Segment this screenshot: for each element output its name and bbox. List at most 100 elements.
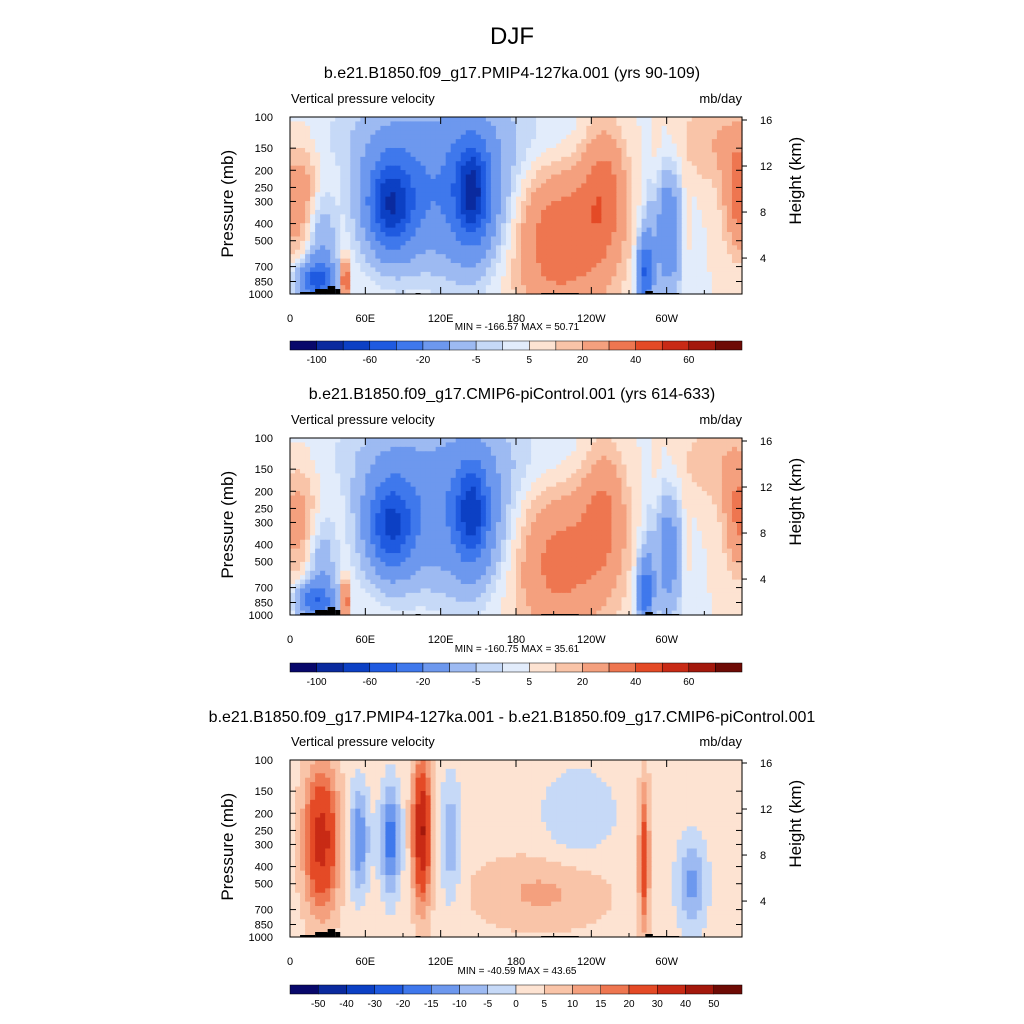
heatmap-cell xyxy=(666,209,673,215)
heatmap-cell xyxy=(305,192,311,198)
heatmap-cell xyxy=(621,258,628,264)
heatmap-cell xyxy=(380,192,387,198)
heatmap-cell xyxy=(676,147,683,153)
heatmap-cell xyxy=(475,214,482,220)
heatmap-cell xyxy=(320,227,326,233)
heatmap-cell xyxy=(681,477,688,483)
heatmap-cell xyxy=(516,196,522,202)
heatmap-cell xyxy=(556,218,562,224)
heatmap-cell xyxy=(731,477,738,483)
heatmap-cell xyxy=(576,223,582,229)
heatmap-cell xyxy=(400,121,407,127)
heatmap-cell xyxy=(425,117,432,123)
heatmap-cell xyxy=(726,218,733,224)
heatmap-cell xyxy=(500,227,507,233)
heatmap-cell xyxy=(696,192,703,198)
heatmap-cell xyxy=(581,442,587,448)
heatmap-cell xyxy=(671,468,678,474)
heatmap-cell xyxy=(726,267,733,273)
heatmap-cell xyxy=(505,214,512,220)
heatmap-cell xyxy=(591,130,597,136)
heatmap-cell xyxy=(716,263,723,269)
heatmap-cell xyxy=(561,451,567,457)
heatmap-cell xyxy=(410,183,417,189)
heatmap-cell xyxy=(711,165,718,171)
heatmap-cell xyxy=(551,165,557,171)
heatmap-cell xyxy=(686,468,693,474)
heatmap-cell xyxy=(616,232,623,238)
heatmap-cell xyxy=(450,201,457,207)
heatmap-cell xyxy=(365,455,371,461)
heatmap-cell xyxy=(621,271,628,277)
heatmap-cell xyxy=(370,442,376,448)
heatmap-cell xyxy=(631,289,638,295)
heatmap-cell xyxy=(736,201,743,207)
heatmap-cell xyxy=(616,491,623,497)
heatmap-cell xyxy=(395,139,402,145)
heatmap-cell xyxy=(325,205,331,211)
heatmap-cell xyxy=(420,468,427,474)
heatmap-cell xyxy=(566,178,572,184)
heatmap-cell xyxy=(495,183,502,189)
heatmap-cell xyxy=(671,473,678,479)
heatmap-cell xyxy=(596,227,602,233)
heatmap-cell xyxy=(551,240,557,246)
heatmap-cell xyxy=(340,442,346,448)
heatmap-cell xyxy=(671,486,678,492)
heatmap-cell xyxy=(355,187,361,193)
heatmap-cell xyxy=(430,491,437,497)
heatmap-cell xyxy=(521,209,527,215)
heatmap-cell xyxy=(385,201,392,207)
heatmap-cell xyxy=(626,486,633,492)
heatmap-cell xyxy=(621,236,628,242)
heatmap-cell xyxy=(656,280,663,286)
heatmap-cell xyxy=(716,183,723,189)
heatmap-cell xyxy=(731,482,738,488)
heatmap-cell xyxy=(410,161,417,167)
heatmap-cell xyxy=(671,438,678,444)
heatmap-cell xyxy=(561,477,567,483)
heatmap-cell xyxy=(686,473,693,479)
heatmap-cell xyxy=(330,271,336,277)
heatmap-cell xyxy=(571,446,577,452)
heatmap-cell xyxy=(706,482,713,488)
heatmap-cell xyxy=(360,442,366,448)
heatmap-cell xyxy=(701,473,708,479)
heatmap-cell xyxy=(551,280,557,286)
heatmap-cell xyxy=(400,486,407,492)
heatmap-cell xyxy=(566,174,572,180)
heatmap-cell xyxy=(395,438,402,444)
heatmap-cell xyxy=(526,258,532,264)
heatmap-cell xyxy=(340,451,346,457)
heatmap-cell xyxy=(736,276,743,282)
heatmap-cell xyxy=(711,446,718,452)
heatmap-cell xyxy=(696,147,703,153)
heatmap-cell xyxy=(616,218,623,224)
heatmap-cell xyxy=(711,201,718,207)
heatmap-cell xyxy=(455,196,462,202)
heatmap-cell xyxy=(290,442,296,448)
heatmap-cell xyxy=(450,438,457,444)
heatmap-cell xyxy=(631,205,638,211)
heatmap-cell xyxy=(616,183,623,189)
heatmap-cell xyxy=(420,446,427,452)
heatmap-cell xyxy=(521,117,527,123)
heatmap-cell xyxy=(305,223,311,229)
heatmap-cell xyxy=(465,209,472,215)
heatmap-cell xyxy=(731,134,738,140)
heatmap-cell xyxy=(556,495,562,501)
heatmap-cell xyxy=(390,482,397,488)
heatmap-cell xyxy=(335,245,341,251)
heatmap-cell xyxy=(581,183,587,189)
heatmap-cell xyxy=(576,271,582,277)
heatmap-cell xyxy=(460,245,467,251)
heatmap-cell xyxy=(320,192,326,198)
heatmap-cell xyxy=(701,130,708,136)
heatmap-cell xyxy=(290,152,296,158)
heatmap-cell xyxy=(551,218,557,224)
heatmap-cell xyxy=(290,258,296,264)
heatmap-cell xyxy=(450,139,457,145)
heatmap-cell xyxy=(711,209,718,215)
heatmap-cell xyxy=(706,446,713,452)
heatmap-cell xyxy=(400,125,407,131)
